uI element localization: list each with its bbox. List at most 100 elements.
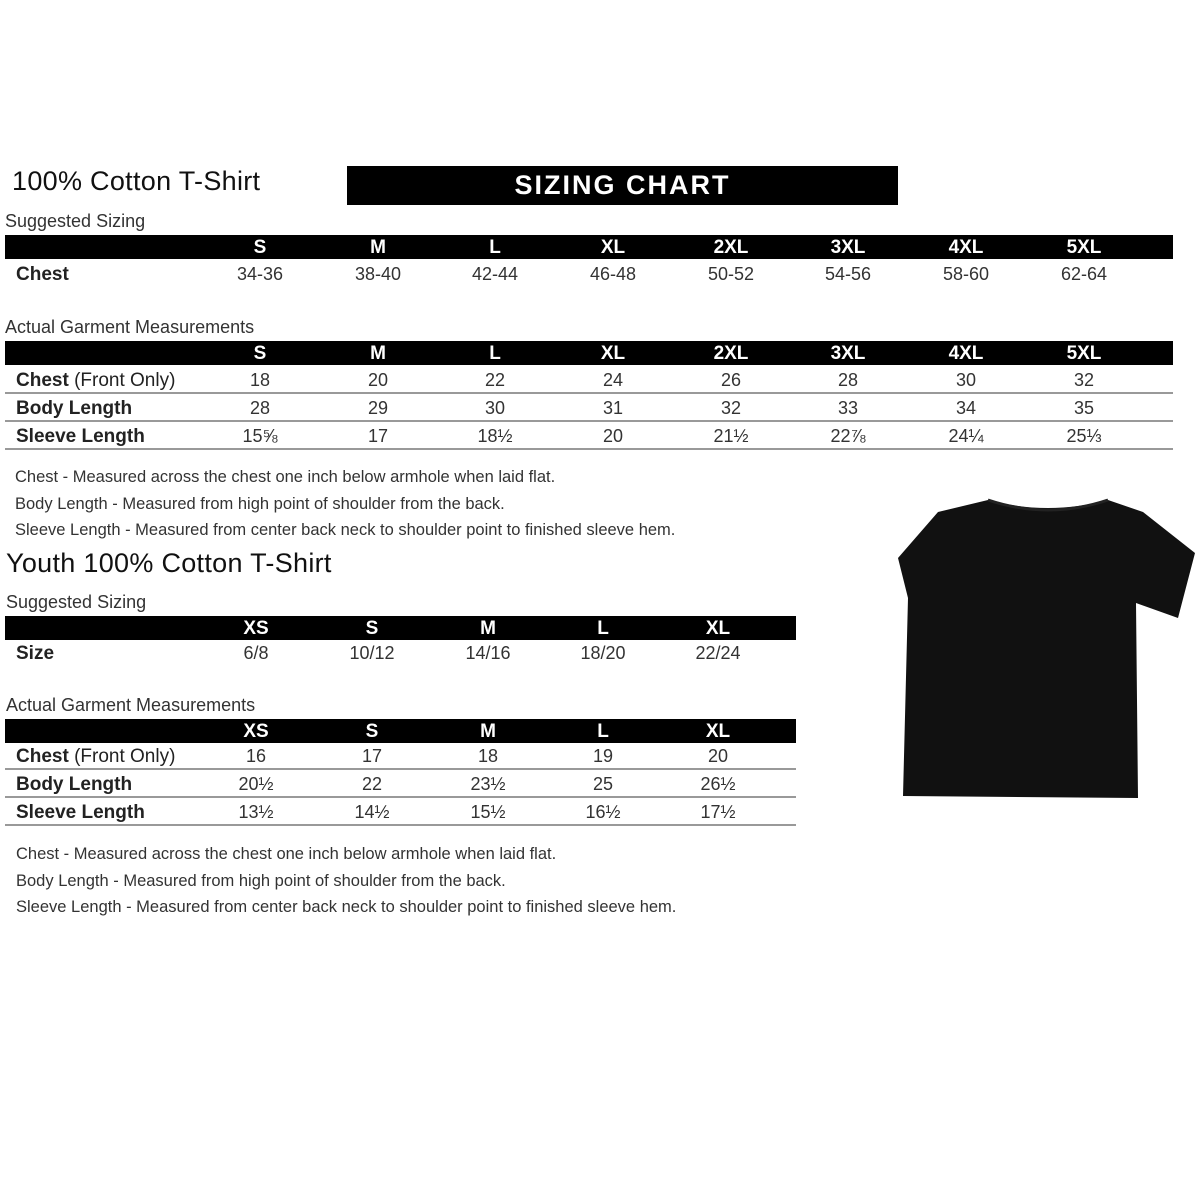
table-row: Body Length 20½ 22 23½ 25 26½ [5, 771, 796, 799]
row-divider [5, 768, 796, 770]
row-label-text: Chest [16, 746, 69, 767]
table-cell: 18 [477, 746, 499, 766]
table-row: Chest (Front Only) 16 17 18 19 20 [5, 743, 796, 771]
table-cell: 22⅞ [830, 426, 866, 446]
note-sleeve-length: Sleeve Length - Measured from center bac… [16, 898, 677, 916]
row-label-text: Sleeve Length [16, 426, 145, 447]
adult-notes: Chest - Measured across the chest one in… [15, 464, 675, 544]
table-cell: 24¼ [948, 426, 984, 446]
table-cell: 29 [367, 398, 389, 418]
table-cell: 50-52 [707, 264, 755, 284]
table-cell: 18 [249, 370, 271, 390]
size-header-3xl: 3XL [830, 343, 866, 364]
table-cell: 21½ [713, 426, 749, 446]
table-cell: 14½ [354, 802, 390, 822]
size-header-xl: XL [705, 618, 731, 639]
size-header-l: L [489, 237, 501, 258]
table-cell: 20½ [238, 774, 274, 794]
size-header-3xl: 3XL [830, 237, 866, 258]
table-cell: 28 [837, 370, 859, 390]
sizing-chart-banner: SIZING CHART [347, 166, 898, 205]
row-divider [5, 796, 796, 798]
table-cell: 38-40 [354, 264, 402, 284]
table-cell: 32 [720, 398, 742, 418]
row-divider [5, 420, 1173, 422]
size-header-row: XS S M L XL [5, 616, 796, 640]
note-body-length: Body Length - Measured from high point o… [15, 494, 505, 513]
adult-suggested-table: S M L XL 2XL 3XL 4XL 5XL Chest 34-36 38-40 42-44 46-… [5, 235, 1173, 295]
table-cell: 32 [1073, 370, 1095, 390]
table-cell: 22/24 [695, 643, 741, 663]
adult-actual-heading: Actual Garment Measurements [5, 317, 255, 337]
size-header-l: L [489, 343, 501, 364]
table-cell: 28 [249, 398, 271, 418]
size-header-5xl: 5XL [1066, 343, 1102, 364]
table-cell: 46-48 [589, 264, 637, 284]
row-divider [5, 824, 796, 826]
table-cell: 18/20 [580, 643, 626, 663]
size-header-s: S [253, 237, 267, 258]
row-label-text: Chest [16, 264, 69, 285]
youth-actual-table: XS S M L XL Chest (Front Only) 16 17 18 19 20 Body … [5, 719, 796, 834]
youth-suggested-table: XS S M L XL Size 6/8 10/12 14/16 18/20 22/24 [5, 616, 796, 676]
row-label: Body Length [16, 774, 132, 796]
table-cell: 20 [367, 370, 389, 390]
row-label: Size [16, 643, 54, 665]
row-label: Chest (Front Only) [16, 746, 175, 768]
youth-title: Youth 100% Cotton T-Shirt [6, 548, 332, 578]
table-cell: 58-60 [942, 264, 990, 284]
table-cell: 31 [602, 398, 624, 418]
table-cell: 15⅝ [242, 426, 278, 446]
row-label: Sleeve Length [16, 426, 145, 448]
row-label-text: Sleeve Length [16, 802, 145, 823]
size-header-4xl: 4XL [948, 237, 984, 258]
table-cell: 19 [592, 746, 614, 766]
size-header-l: L [597, 618, 609, 639]
table-cell: 24 [602, 370, 624, 390]
row-label: Sleeve Length [16, 802, 145, 824]
size-header-xl: XL [600, 343, 626, 364]
table-row: Chest (Front Only) 18 20 22 24 26 28 30 32 [5, 367, 1173, 395]
table-row: Chest 34-36 38-40 42-44 46-48 50-52 54-56 58-60… [5, 261, 1173, 289]
row-label-text: Body Length [16, 398, 133, 419]
table-cell: 14/16 [465, 643, 511, 663]
note-chest: Chest - Measured across the chest one in… [16, 845, 557, 863]
table-cell: 26 [720, 370, 742, 390]
table-cell: 30 [484, 398, 506, 418]
row-label: Chest (Front Only) [16, 370, 175, 392]
table-cell: 33 [837, 398, 859, 418]
youth-notes: Chest - Measured across the chest one in… [16, 841, 676, 921]
size-header-m: M [370, 343, 386, 364]
table-cell: 22 [484, 370, 506, 390]
size-header-m: M [370, 237, 386, 258]
table-row: Sleeve Length 13½ 14½ 15½ 16½ 17½ [5, 799, 796, 827]
note-sleeve-length: Sleeve Length - Measured from center bac… [15, 521, 676, 539]
table-cell: 54-56 [824, 264, 872, 284]
table-cell: 25⅓ [1066, 426, 1102, 446]
table-cell: 10/12 [349, 643, 395, 663]
size-header-s: S [365, 721, 379, 742]
size-header-l: L [597, 721, 609, 742]
youth-suggested-heading: Suggested Sizing [6, 592, 147, 612]
table-cell: 34-36 [236, 264, 284, 284]
row-label-extra: (Front Only) [68, 746, 176, 767]
row-label: Body Length [16, 398, 132, 420]
row-label-extra: (Front Only) [68, 370, 176, 391]
row-label-text: Chest [16, 370, 69, 391]
note-body-length: Body Length - Measured from high point o… [16, 871, 506, 890]
table-cell: 17 [361, 746, 383, 766]
adult-actual-table: S M L XL 2XL 3XL 4XL 5XL Chest (Front Only) 18 20 2… [5, 341, 1173, 456]
table-cell: 23½ [470, 774, 506, 794]
table-cell: 6/8 [243, 643, 269, 663]
size-header-4xl: 4XL [948, 343, 984, 364]
table-row: Sleeve Length 15⅝ 17 18½ 20 21½ 22⅞ 24¼ 25⅓ [5, 423, 1173, 451]
table-cell: 16 [245, 746, 267, 766]
size-header-s: S [253, 343, 267, 364]
size-header-s: S [365, 618, 379, 639]
size-header-xs: XS [243, 721, 269, 742]
row-label-text: Size [16, 643, 55, 664]
size-header-2xl: 2XL [713, 237, 749, 258]
table-cell: 30 [955, 370, 977, 390]
row-divider [5, 392, 1173, 394]
adult-suggested-heading: Suggested Sizing [5, 211, 146, 231]
